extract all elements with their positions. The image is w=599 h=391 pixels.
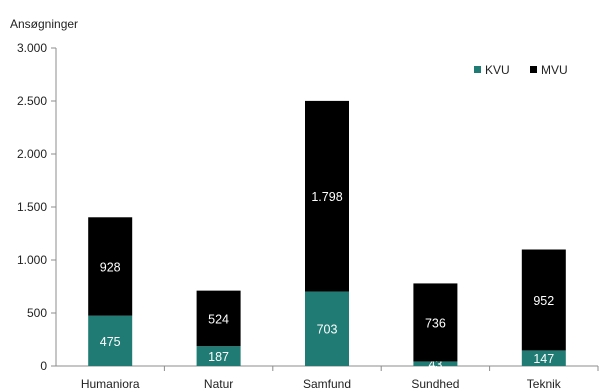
data-label: 187 bbox=[208, 350, 229, 364]
legend-swatch-kvu bbox=[474, 66, 481, 73]
x-labels: Humaniora Natur Samfund Sundhed Teknik bbox=[81, 377, 562, 391]
y-tick-label: 3.000 bbox=[17, 41, 47, 55]
legend: KVU MVU bbox=[474, 63, 568, 77]
data-label: 736 bbox=[425, 316, 446, 330]
x-tick-label: Teknik bbox=[527, 377, 562, 391]
data-label: 952 bbox=[533, 294, 554, 308]
y-tick-label: 1.000 bbox=[17, 253, 47, 267]
legend-swatch-mvu bbox=[530, 66, 537, 73]
y-axis-title: Ansøgninger bbox=[10, 17, 78, 31]
legend-label-kvu: KVU bbox=[485, 63, 510, 77]
x-tick-label: Humaniora bbox=[81, 377, 140, 391]
y-ticks: 0 500 1.000 1.500 2.000 2.500 3.000 bbox=[17, 41, 56, 373]
data-label: 475 bbox=[100, 335, 121, 349]
y-tick-label: 0 bbox=[40, 359, 47, 373]
x-tick-label: Samfund bbox=[303, 377, 351, 391]
x-tick-label: Natur bbox=[204, 377, 233, 391]
y-tick-label: 1.500 bbox=[17, 200, 47, 214]
data-label: 703 bbox=[317, 323, 338, 337]
data-label: 928 bbox=[100, 260, 121, 274]
x-tick-label: Sundhed bbox=[411, 377, 459, 391]
y-tick-label: 2.500 bbox=[17, 94, 47, 108]
data-label: 524 bbox=[208, 312, 229, 326]
y-tick-label: 500 bbox=[27, 306, 47, 320]
data-label: 1.798 bbox=[311, 190, 342, 204]
data-label: 147 bbox=[533, 352, 554, 366]
y-tick-label: 2.000 bbox=[17, 147, 47, 161]
legend-label-mvu: MVU bbox=[541, 63, 568, 77]
